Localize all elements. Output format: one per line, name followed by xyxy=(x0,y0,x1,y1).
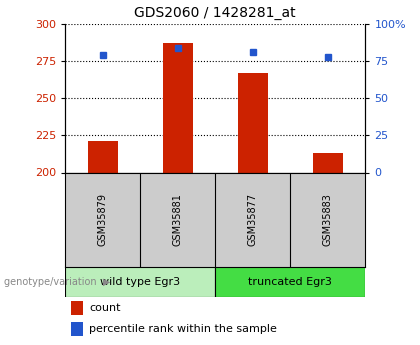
Bar xyxy=(238,73,268,172)
Text: percentile rank within the sample: percentile rank within the sample xyxy=(89,324,277,334)
Bar xyxy=(215,267,365,297)
Text: GSM35879: GSM35879 xyxy=(97,194,108,246)
Text: count: count xyxy=(89,303,121,313)
Text: genotype/variation  ▶: genotype/variation ▶ xyxy=(4,277,110,287)
Title: GDS2060 / 1428281_at: GDS2060 / 1428281_at xyxy=(134,6,296,20)
Text: GSM35883: GSM35883 xyxy=(323,194,333,246)
Bar xyxy=(163,43,193,172)
Text: GSM35881: GSM35881 xyxy=(173,194,183,246)
Bar xyxy=(65,267,215,297)
Text: wild type Egr3: wild type Egr3 xyxy=(100,277,180,287)
Bar xyxy=(71,301,83,315)
Bar xyxy=(71,322,83,336)
Text: GSM35877: GSM35877 xyxy=(248,194,258,246)
Bar xyxy=(313,153,343,172)
Bar xyxy=(88,141,118,172)
Text: truncated Egr3: truncated Egr3 xyxy=(248,277,332,287)
